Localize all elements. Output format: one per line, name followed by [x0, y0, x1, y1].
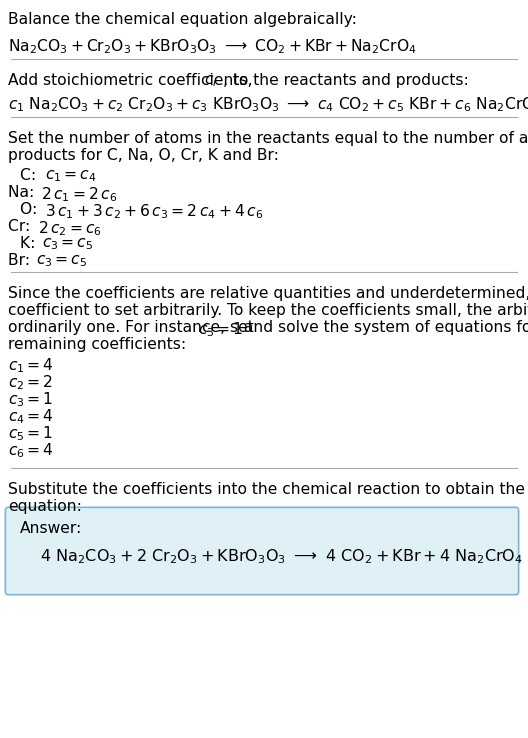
Text: $c_1 = 4$: $c_1 = 4$ — [8, 356, 54, 375]
Text: C:: C: — [20, 168, 46, 183]
Text: $c_3 = 1$: $c_3 = 1$ — [8, 390, 53, 409]
Text: Substitute the coefficients into the chemical reaction to obtain the balanced: Substitute the coefficients into the che… — [8, 482, 528, 497]
Text: Na:: Na: — [8, 185, 44, 200]
Text: $c_4 = 4$: $c_4 = 4$ — [8, 407, 54, 426]
Text: and solve the system of equations for the: and solve the system of equations for th… — [239, 320, 528, 335]
Text: $2\,c_2 = c_6$: $2\,c_2 = c_6$ — [38, 219, 102, 238]
Text: K:: K: — [20, 236, 45, 251]
Text: $c_3 = 1$: $c_3 = 1$ — [198, 320, 243, 339]
Text: $c_2 = 2$: $c_2 = 2$ — [8, 373, 53, 392]
Text: Br:: Br: — [8, 253, 40, 268]
Text: Since the coefficients are relative quantities and underdetermined, choose a: Since the coefficients are relative quan… — [8, 286, 528, 301]
Text: Set the number of atoms in the reactants equal to the number of atoms in the: Set the number of atoms in the reactants… — [8, 131, 528, 146]
Text: Answer:: Answer: — [20, 521, 82, 536]
Text: O:: O: — [20, 202, 47, 217]
Text: remaining coefficients:: remaining coefficients: — [8, 337, 186, 352]
Text: $c_3 = c_5$: $c_3 = c_5$ — [36, 253, 87, 269]
Text: $c_1\ \mathrm{Na_2CO_3} + c_2\ \mathrm{Cr_2O_3} + c_3\ \mathrm{KBrO_3O_3} \ \lon: $c_1\ \mathrm{Na_2CO_3} + c_2\ \mathrm{C… — [8, 95, 528, 114]
Text: Balance the chemical equation algebraically:: Balance the chemical equation algebraica… — [8, 12, 357, 27]
Text: Add stoichiometric coefficients,: Add stoichiometric coefficients, — [8, 73, 257, 88]
Text: Cr:: Cr: — [8, 219, 40, 234]
Text: , to the reactants and products:: , to the reactants and products: — [223, 73, 469, 88]
Text: $\mathrm{Na_2CO_3 + Cr_2O_3 + KBrO_3O_3 \ \longrightarrow \ CO_2 + KBr + Na_2CrO: $\mathrm{Na_2CO_3 + Cr_2O_3 + KBrO_3O_3 … — [8, 37, 417, 55]
Text: $\mathrm{4\ Na_2CO_3 + 2\ Cr_2O_3 + KBrO_3O_3 \ \longrightarrow \ 4\ CO_2 + KBr : $\mathrm{4\ Na_2CO_3 + 2\ Cr_2O_3 + KBrO… — [40, 547, 523, 566]
Text: $c_5 = 1$: $c_5 = 1$ — [8, 424, 53, 443]
Text: ordinarily one. For instance, set: ordinarily one. For instance, set — [8, 320, 259, 335]
Text: products for C, Na, O, Cr, K and Br:: products for C, Na, O, Cr, K and Br: — [8, 148, 279, 163]
Text: $c_i$: $c_i$ — [204, 73, 218, 89]
Text: $2\,c_1 = 2\,c_6$: $2\,c_1 = 2\,c_6$ — [41, 185, 117, 204]
Text: $3\,c_1 + 3\,c_2 + 6\,c_3 = 2\,c_4 + 4\,c_6$: $3\,c_1 + 3\,c_2 + 6\,c_3 = 2\,c_4 + 4\,… — [45, 202, 263, 221]
Text: $c_6 = 4$: $c_6 = 4$ — [8, 441, 54, 460]
Text: equation:: equation: — [8, 499, 82, 514]
FancyBboxPatch shape — [5, 507, 518, 595]
Text: coefficient to set arbitrarily. To keep the coefficients small, the arbitrary va: coefficient to set arbitrarily. To keep … — [8, 303, 528, 318]
Text: $c_3 = c_5$: $c_3 = c_5$ — [42, 236, 93, 252]
Text: $c_1 = c_4$: $c_1 = c_4$ — [45, 168, 97, 184]
